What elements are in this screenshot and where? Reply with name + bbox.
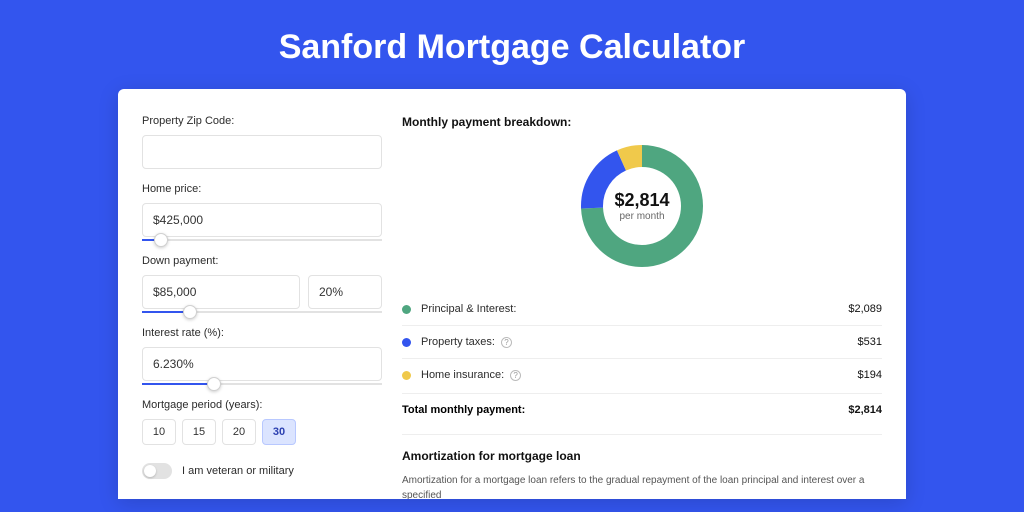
period-field-group: Mortgage period (years): 10152030 [142, 399, 382, 445]
donut-center-amount: $2,814 [614, 190, 669, 211]
total-label: Total monthly payment: [402, 404, 525, 416]
total-value: $2,814 [848, 404, 882, 416]
legend-value: $194 [858, 369, 882, 381]
info-icon[interactable]: ? [501, 337, 512, 348]
down-payment-label: Down payment: [142, 255, 382, 267]
period-option-10[interactable]: 10 [142, 419, 176, 445]
interest-slider[interactable] [142, 383, 382, 385]
total-row: Total monthly payment: $2,814 [402, 393, 882, 430]
breakdown-legend: Principal & Interest: $2,089 Property taxe… [402, 293, 882, 391]
page-title: Sanford Mortgage Calculator [0, 0, 1024, 89]
down-payment-amount-input[interactable] [142, 275, 300, 309]
donut-center-sub: per month [619, 211, 664, 222]
period-option-15[interactable]: 15 [182, 419, 216, 445]
down-payment-percent-input[interactable] [308, 275, 382, 309]
amortization-text: Amortization for a mortgage loan refers … [402, 473, 882, 499]
legend-label: Principal & Interest: [421, 303, 516, 315]
interest-field-group: Interest rate (%): [142, 327, 382, 385]
down-payment-slider[interactable] [142, 311, 382, 313]
amortization-section: Amortization for mortgage loan Amortizat… [402, 434, 882, 499]
legend-label: Home insurance:? [421, 369, 521, 381]
down-payment-field-group: Down payment: [142, 255, 382, 313]
period-option-20[interactable]: 20 [222, 419, 256, 445]
veteran-label: I am veteran or military [182, 465, 294, 477]
home-price-field-group: Home price: [142, 183, 382, 241]
amortization-title: Amortization for mortgage loan [402, 449, 882, 463]
legend-label: Property taxes:? [421, 336, 512, 348]
legend-row: Principal & Interest: $2,089 [402, 293, 882, 326]
period-options: 10152030 [142, 419, 382, 445]
legend-dot [402, 338, 411, 347]
inputs-column: Property Zip Code: Home price: Down paym… [142, 115, 382, 499]
interest-input[interactable] [142, 347, 382, 381]
legend-value: $2,089 [848, 303, 882, 315]
calculator-card: Property Zip Code: Home price: Down paym… [118, 89, 906, 499]
legend-dot [402, 305, 411, 314]
breakdown-column: Monthly payment breakdown: $2,814 per mo… [402, 115, 882, 499]
zip-input[interactable] [142, 135, 382, 169]
home-price-label: Home price: [142, 183, 382, 195]
info-icon[interactable]: ? [510, 370, 521, 381]
payment-donut-chart: $2,814 per month [579, 143, 705, 269]
zip-field-group: Property Zip Code: [142, 115, 382, 169]
home-price-input[interactable] [142, 203, 382, 237]
legend-row: Property taxes:? $531 [402, 326, 882, 359]
legend-value: $531 [858, 336, 882, 348]
period-label: Mortgage period (years): [142, 399, 382, 411]
veteran-toggle-row: I am veteran or military [142, 463, 382, 479]
interest-label: Interest rate (%): [142, 327, 382, 339]
breakdown-title: Monthly payment breakdown: [402, 115, 882, 129]
period-option-30[interactable]: 30 [262, 419, 296, 445]
legend-row: Home insurance:? $194 [402, 359, 882, 391]
home-price-slider[interactable] [142, 239, 382, 241]
legend-dot [402, 371, 411, 380]
veteran-toggle[interactable] [142, 463, 172, 479]
zip-label: Property Zip Code: [142, 115, 382, 127]
